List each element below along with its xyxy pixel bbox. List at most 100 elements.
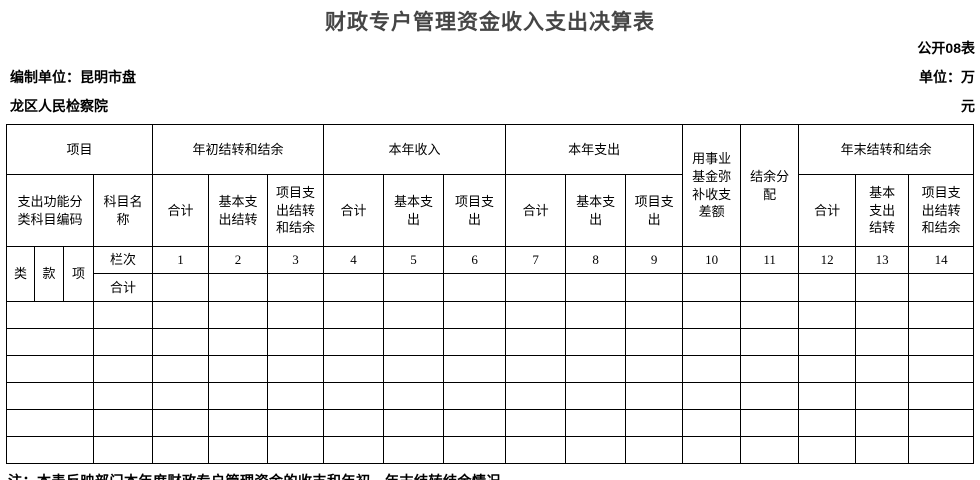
total-cell xyxy=(740,273,800,302)
header-section: 款 xyxy=(34,246,64,302)
data-cell xyxy=(565,382,627,410)
col-number-4: 4 xyxy=(323,246,385,274)
data-cell xyxy=(505,355,567,383)
header-surplus-distribution: 结余分配 xyxy=(740,124,800,247)
data-cell xyxy=(740,355,800,383)
header-project: 项目 xyxy=(5,124,154,175)
unit-label-line2: 元 xyxy=(961,98,975,114)
data-cell xyxy=(682,355,742,383)
header-begin-basic-carry: 基本支出结转 xyxy=(208,174,269,247)
subject-cell xyxy=(92,409,154,437)
data-cell xyxy=(625,382,684,410)
data-cell xyxy=(208,409,269,437)
data-cell xyxy=(798,409,857,437)
data-cell xyxy=(855,409,910,437)
data-cell xyxy=(855,355,910,383)
header-fund-offset: 用事业基金弥补收支差额 xyxy=(682,124,742,247)
total-cell xyxy=(625,273,684,302)
data-cell xyxy=(152,355,210,383)
header-begin-project-carry: 项目支出结转和结余 xyxy=(267,174,325,247)
data-cell xyxy=(798,436,857,464)
header-income-basic: 基本支出 xyxy=(383,174,445,247)
header-end-balance: 年末结转和结余 xyxy=(798,124,975,175)
col-number-3: 3 xyxy=(267,246,325,274)
data-cell xyxy=(682,382,742,410)
header-class: 类 xyxy=(6,246,35,302)
total-row: 合计 xyxy=(7,273,975,302)
total-cell xyxy=(798,273,857,302)
data-cell xyxy=(443,301,507,329)
col-number-7: 7 xyxy=(505,246,567,274)
data-cell xyxy=(383,301,445,329)
col-number-14: 14 xyxy=(908,246,975,274)
prepared-by-line1: 编制单位：昆明市盘 xyxy=(10,69,136,85)
data-cell xyxy=(267,382,325,410)
code-cell xyxy=(6,382,94,410)
col-number-1: 1 xyxy=(152,246,210,274)
data-cell xyxy=(208,328,269,356)
data-cell xyxy=(682,328,742,356)
data-cell xyxy=(625,436,684,464)
data-cell xyxy=(208,355,269,383)
data-cell xyxy=(383,328,445,356)
data-cell xyxy=(505,301,567,329)
data-cell xyxy=(267,301,325,329)
subject-cell xyxy=(92,355,154,383)
data-cell xyxy=(152,436,210,464)
footnote: 注：本表反映部门本年度财政专户管理资金的收支和年初、年末结转结余情况。 xyxy=(8,471,980,480)
col-number-9: 9 xyxy=(625,246,684,274)
total-row-label: 合计 xyxy=(92,273,154,302)
table-row xyxy=(6,382,975,410)
header-end-basic-carry: 基本支出结转 xyxy=(855,174,910,247)
col-number-11: 11 xyxy=(740,246,800,274)
prepared-by-line2: 龙区人民检察院 xyxy=(10,98,108,114)
col-number-12: 12 xyxy=(798,246,857,274)
meta-row-2: 龙区人民检察院 元 xyxy=(0,96,980,116)
code-cell xyxy=(6,436,94,464)
total-cell xyxy=(323,273,385,302)
data-cell xyxy=(908,355,975,383)
header-end-total: 合计 xyxy=(798,174,857,247)
data-cell xyxy=(505,409,567,437)
col-number-5: 5 xyxy=(383,246,445,274)
col-number-8: 8 xyxy=(565,246,627,274)
data-cell xyxy=(505,436,567,464)
data-cell xyxy=(625,409,684,437)
data-cell xyxy=(798,301,857,329)
form-code: 公开08表 xyxy=(917,40,975,56)
data-cell xyxy=(323,382,385,410)
total-cell xyxy=(565,273,627,302)
data-cell xyxy=(208,436,269,464)
data-cell xyxy=(443,328,507,356)
data-cell xyxy=(908,301,975,329)
total-cell xyxy=(855,273,910,302)
data-cell xyxy=(625,355,684,383)
code-cell xyxy=(6,409,94,437)
data-cell xyxy=(565,301,627,329)
data-cell xyxy=(740,301,800,329)
subject-cell xyxy=(92,436,154,464)
col-number-6: 6 xyxy=(443,246,507,274)
col-number-2: 2 xyxy=(208,246,269,274)
subject-cell xyxy=(92,382,154,410)
data-cell xyxy=(908,409,975,437)
data-cell xyxy=(908,436,975,464)
code-cell xyxy=(6,301,94,329)
col-index-label: 栏次 xyxy=(92,246,154,274)
total-cell xyxy=(682,273,742,302)
header-subject-name: 科目名称 xyxy=(92,174,154,247)
header-income-project: 项目支出 xyxy=(443,174,507,247)
header-current-expense: 本年支出 xyxy=(505,124,684,175)
data-cell xyxy=(908,328,975,356)
unit-label-line1: 单位：万 xyxy=(919,69,975,85)
data-cell xyxy=(798,382,857,410)
table-row xyxy=(6,328,975,356)
data-cell xyxy=(505,382,567,410)
data-cell xyxy=(267,328,325,356)
page-title: 财政专户管理资金收入支出决算表 xyxy=(325,11,655,34)
data-cell xyxy=(625,328,684,356)
data-cell xyxy=(267,355,325,383)
data-cell xyxy=(267,436,325,464)
header-expense-basic: 基本支出 xyxy=(565,174,627,247)
table-row xyxy=(6,436,975,464)
